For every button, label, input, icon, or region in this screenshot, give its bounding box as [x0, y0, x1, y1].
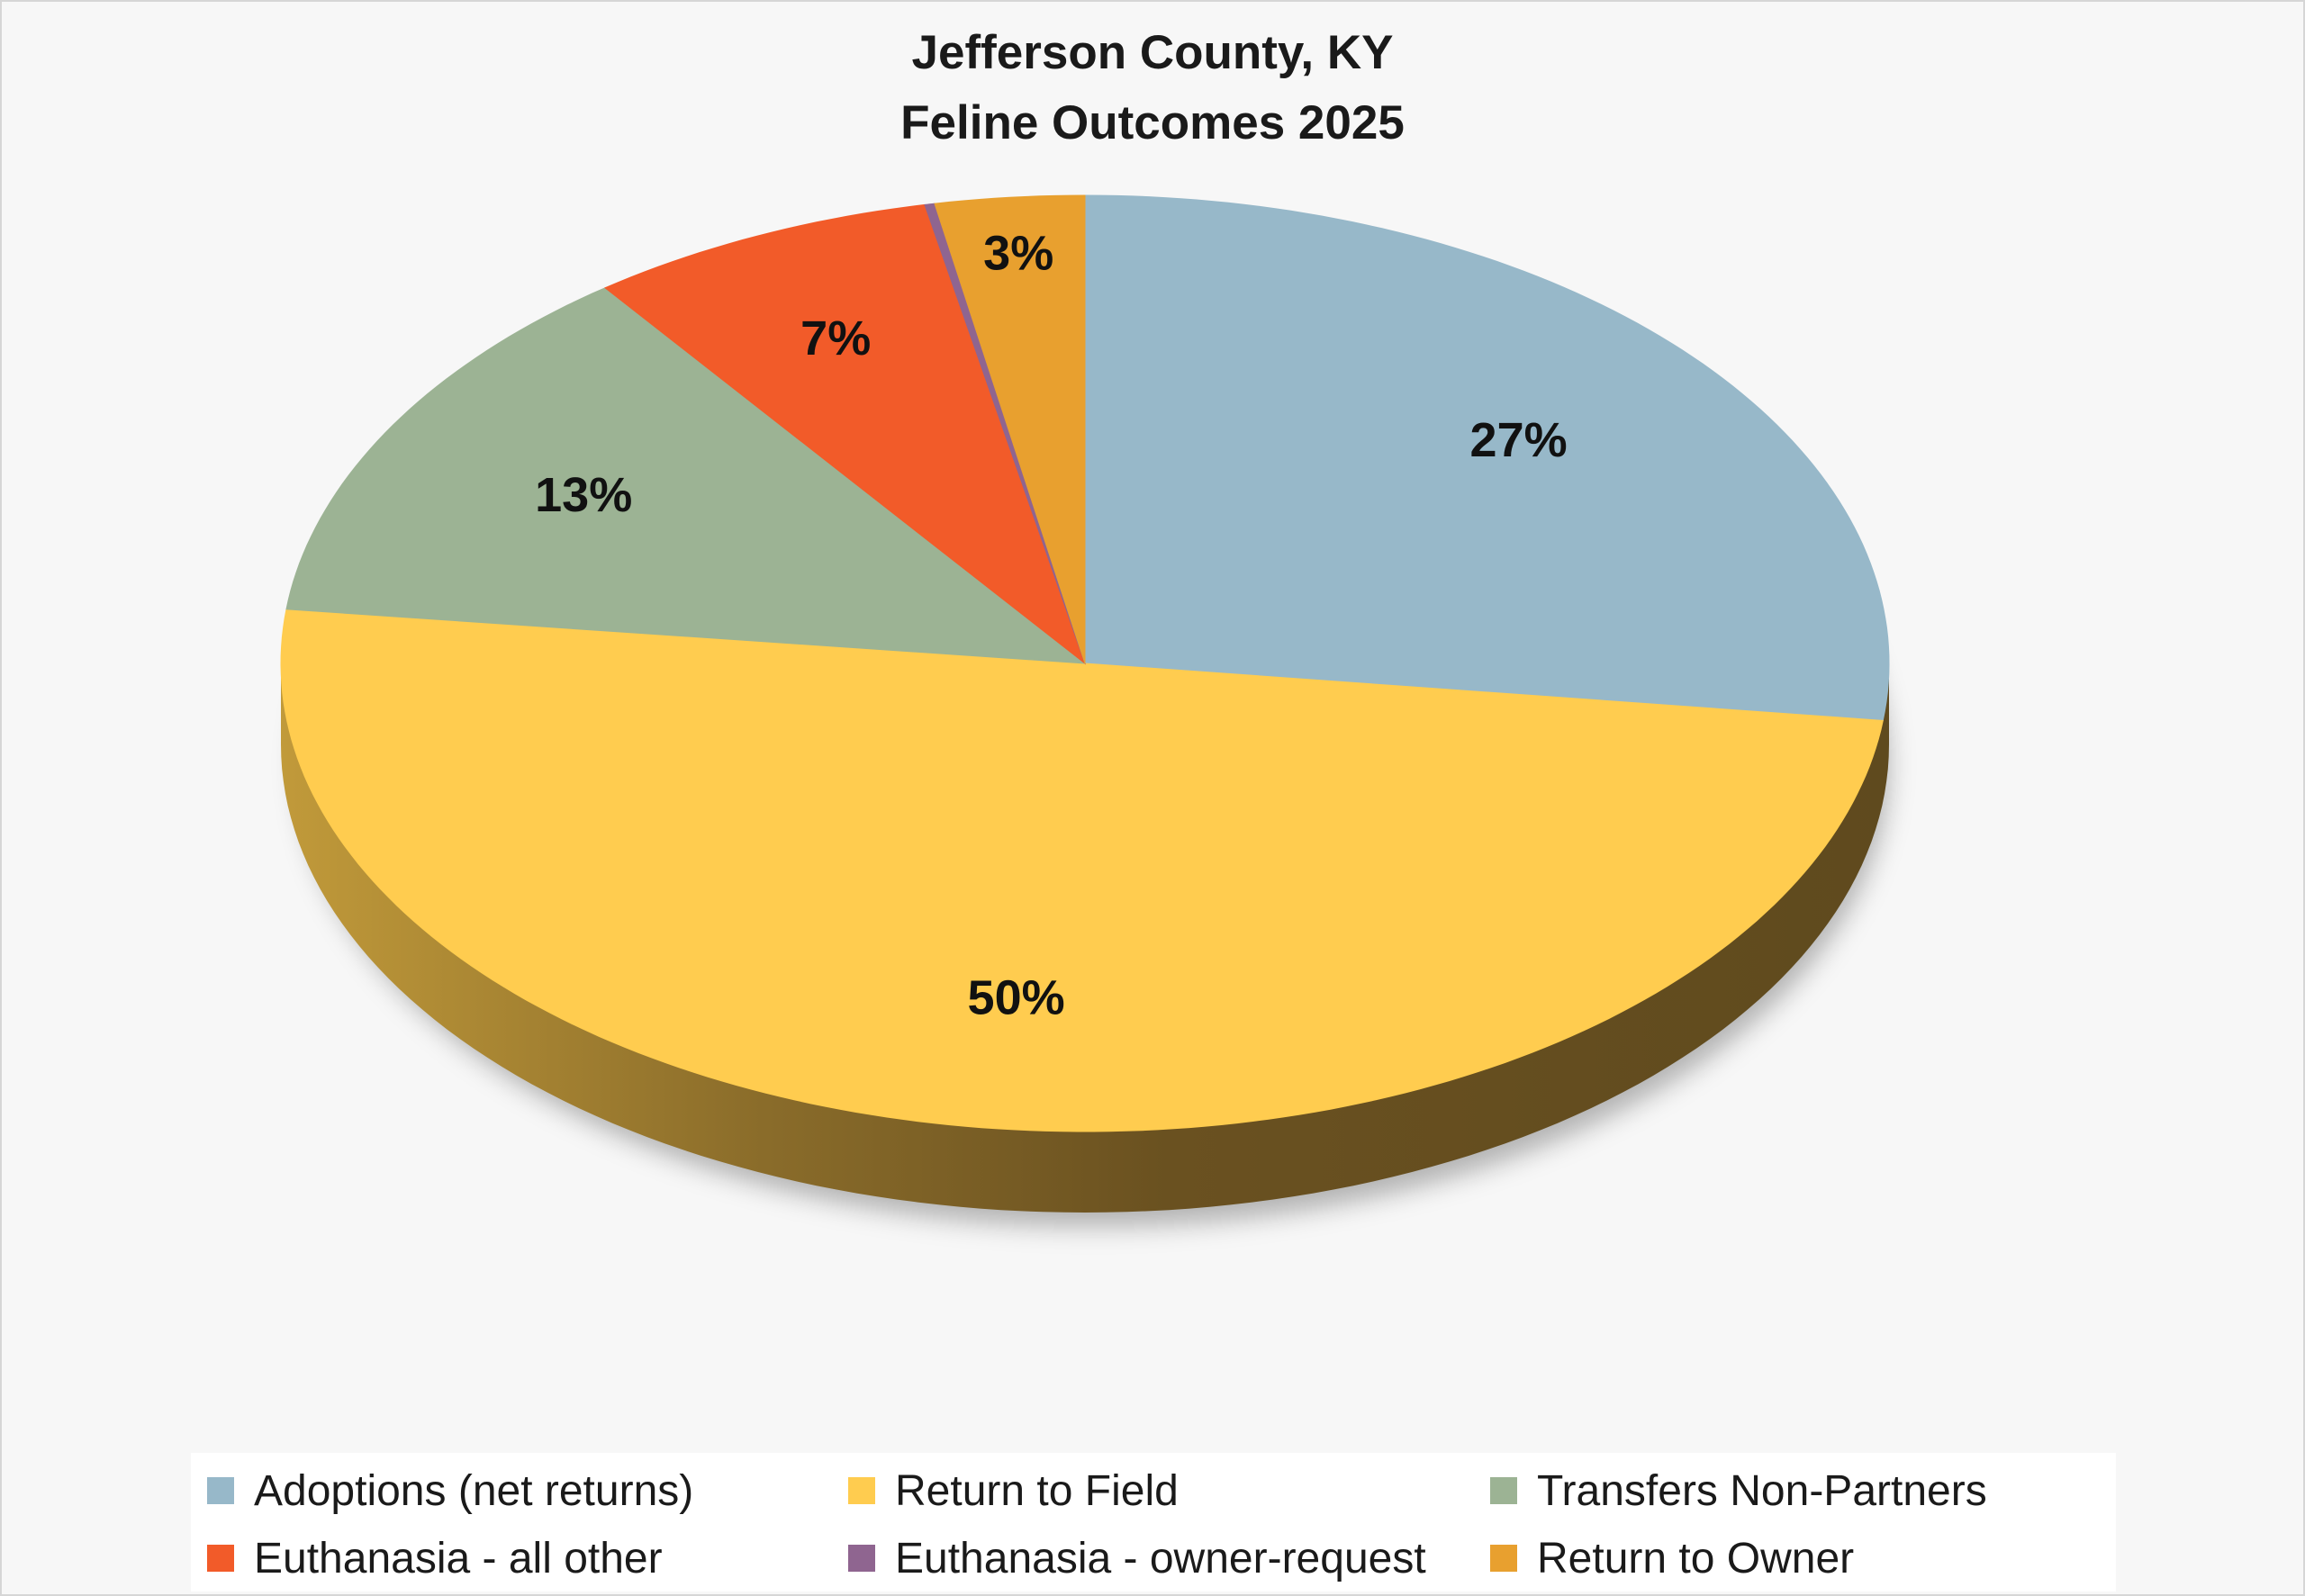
- legend-label: Euthanasia - owner-request: [895, 1534, 1426, 1582]
- legend-swatch: [1490, 1545, 1517, 1572]
- pie-slices: [280, 194, 1890, 1132]
- legend-swatch: [207, 1545, 234, 1572]
- pie-slice-return-to-owner: [934, 194, 1086, 664]
- data-label-adoptions-net-returns: 27%: [1470, 413, 1568, 467]
- data-label-euthanasia-all-other: 7%: [800, 311, 871, 365]
- pie-side: [281, 663, 1889, 1213]
- legend-label: Return to Field: [895, 1466, 1179, 1515]
- pie-slice-transfers-non-partners: [285, 287, 1087, 664]
- legend-label: Transfers Non-Partners: [1537, 1466, 1987, 1515]
- legend-item-euthanasia-all-other: Euthanasia - all other: [207, 1527, 663, 1590]
- legend-swatch: [848, 1545, 875, 1572]
- legend-label: Return to Owner: [1537, 1534, 1855, 1582]
- legend-item-return-to-owner: Return to Owner: [1490, 1527, 1854, 1590]
- data-label-transfers-non-partners: 13%: [535, 468, 632, 522]
- legend-label: Euthanasia - all other: [254, 1534, 663, 1582]
- chart-title-line-2: Feline Outcomes 2025: [900, 96, 1405, 149]
- legend-swatch: [207, 1477, 234, 1504]
- legend-item-transfers-non-partners: Transfers Non-Partners: [1490, 1459, 1987, 1522]
- data-label-return-to-owner: 3%: [983, 226, 1053, 280]
- legend-swatch: [848, 1477, 875, 1504]
- pie-side-wall: [281, 663, 1889, 1213]
- legend-label: Adoptions (net returns): [254, 1466, 694, 1515]
- pie-slice-return-to-field: [280, 609, 1884, 1132]
- chart-title: Jefferson County, KY Feline Outcomes 202…: [2, 18, 2303, 158]
- legend-item-return-to-field: Return to Field: [848, 1459, 1179, 1522]
- legend: Adoptions (net returns) Return to Field Tr…: [191, 1453, 2116, 1591]
- pie-slice-adoptions-net-returns: [1084, 194, 1890, 721]
- pie-slice-euthanasia-all-other: [604, 203, 1087, 665]
- legend-item-euthanasia-owner-request: Euthanasia - owner-request: [848, 1527, 1426, 1590]
- legend-swatch: [1490, 1477, 1517, 1504]
- legend-item-adoptions-net-returns: Adoptions (net returns): [207, 1459, 693, 1522]
- data-label-return-to-field: 50%: [968, 971, 1065, 1025]
- chart-title-line-1: Jefferson County, KY: [911, 26, 1394, 79]
- pie-labels: 27% 50% 13% 7% 3%: [535, 226, 1567, 1024]
